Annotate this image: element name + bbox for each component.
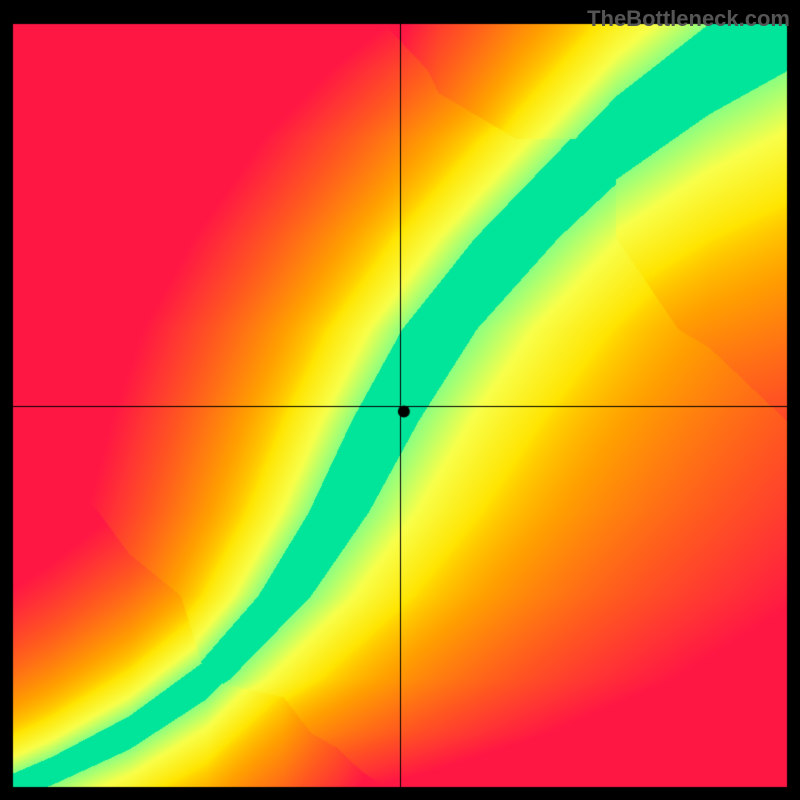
heatmap-canvas <box>0 0 800 800</box>
chart-container: TheBottleneck.com <box>0 0 800 800</box>
watermark-text: TheBottleneck.com <box>587 6 790 32</box>
